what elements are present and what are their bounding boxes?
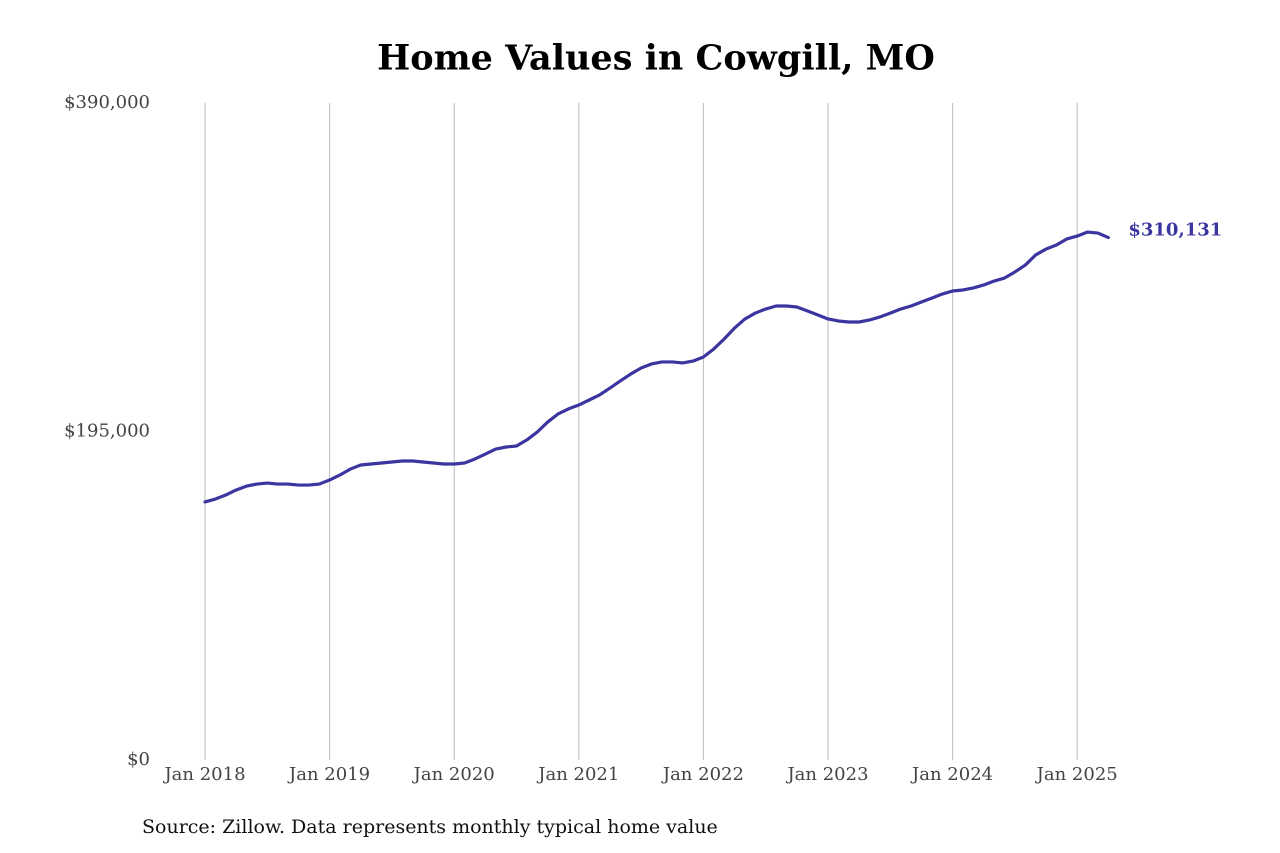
x-tick-label: Jan 2025	[1035, 764, 1118, 785]
x-tick-label: Jan 2018	[162, 764, 245, 785]
x-tick-label: Jan 2021	[536, 764, 619, 785]
y-tick-label: $0	[127, 749, 150, 770]
y-tick-label: $390,000	[64, 92, 150, 113]
x-tick-label: Jan 2019	[287, 764, 370, 785]
y-tick-label: $195,000	[64, 421, 150, 442]
source-note: Source: Zillow. Data represents monthly …	[142, 816, 718, 838]
data-line	[203, 230, 1110, 504]
x-tick-label: Jan 2024	[910, 764, 993, 785]
value-label: $310,131	[1128, 220, 1222, 241]
x-tick-label: Jan 2023	[785, 764, 868, 785]
x-tick-label: Jan 2022	[661, 764, 744, 785]
chart-title: Home Values in Cowgill, MO	[377, 38, 935, 79]
x-tick-label: Jan 2020	[412, 764, 495, 785]
